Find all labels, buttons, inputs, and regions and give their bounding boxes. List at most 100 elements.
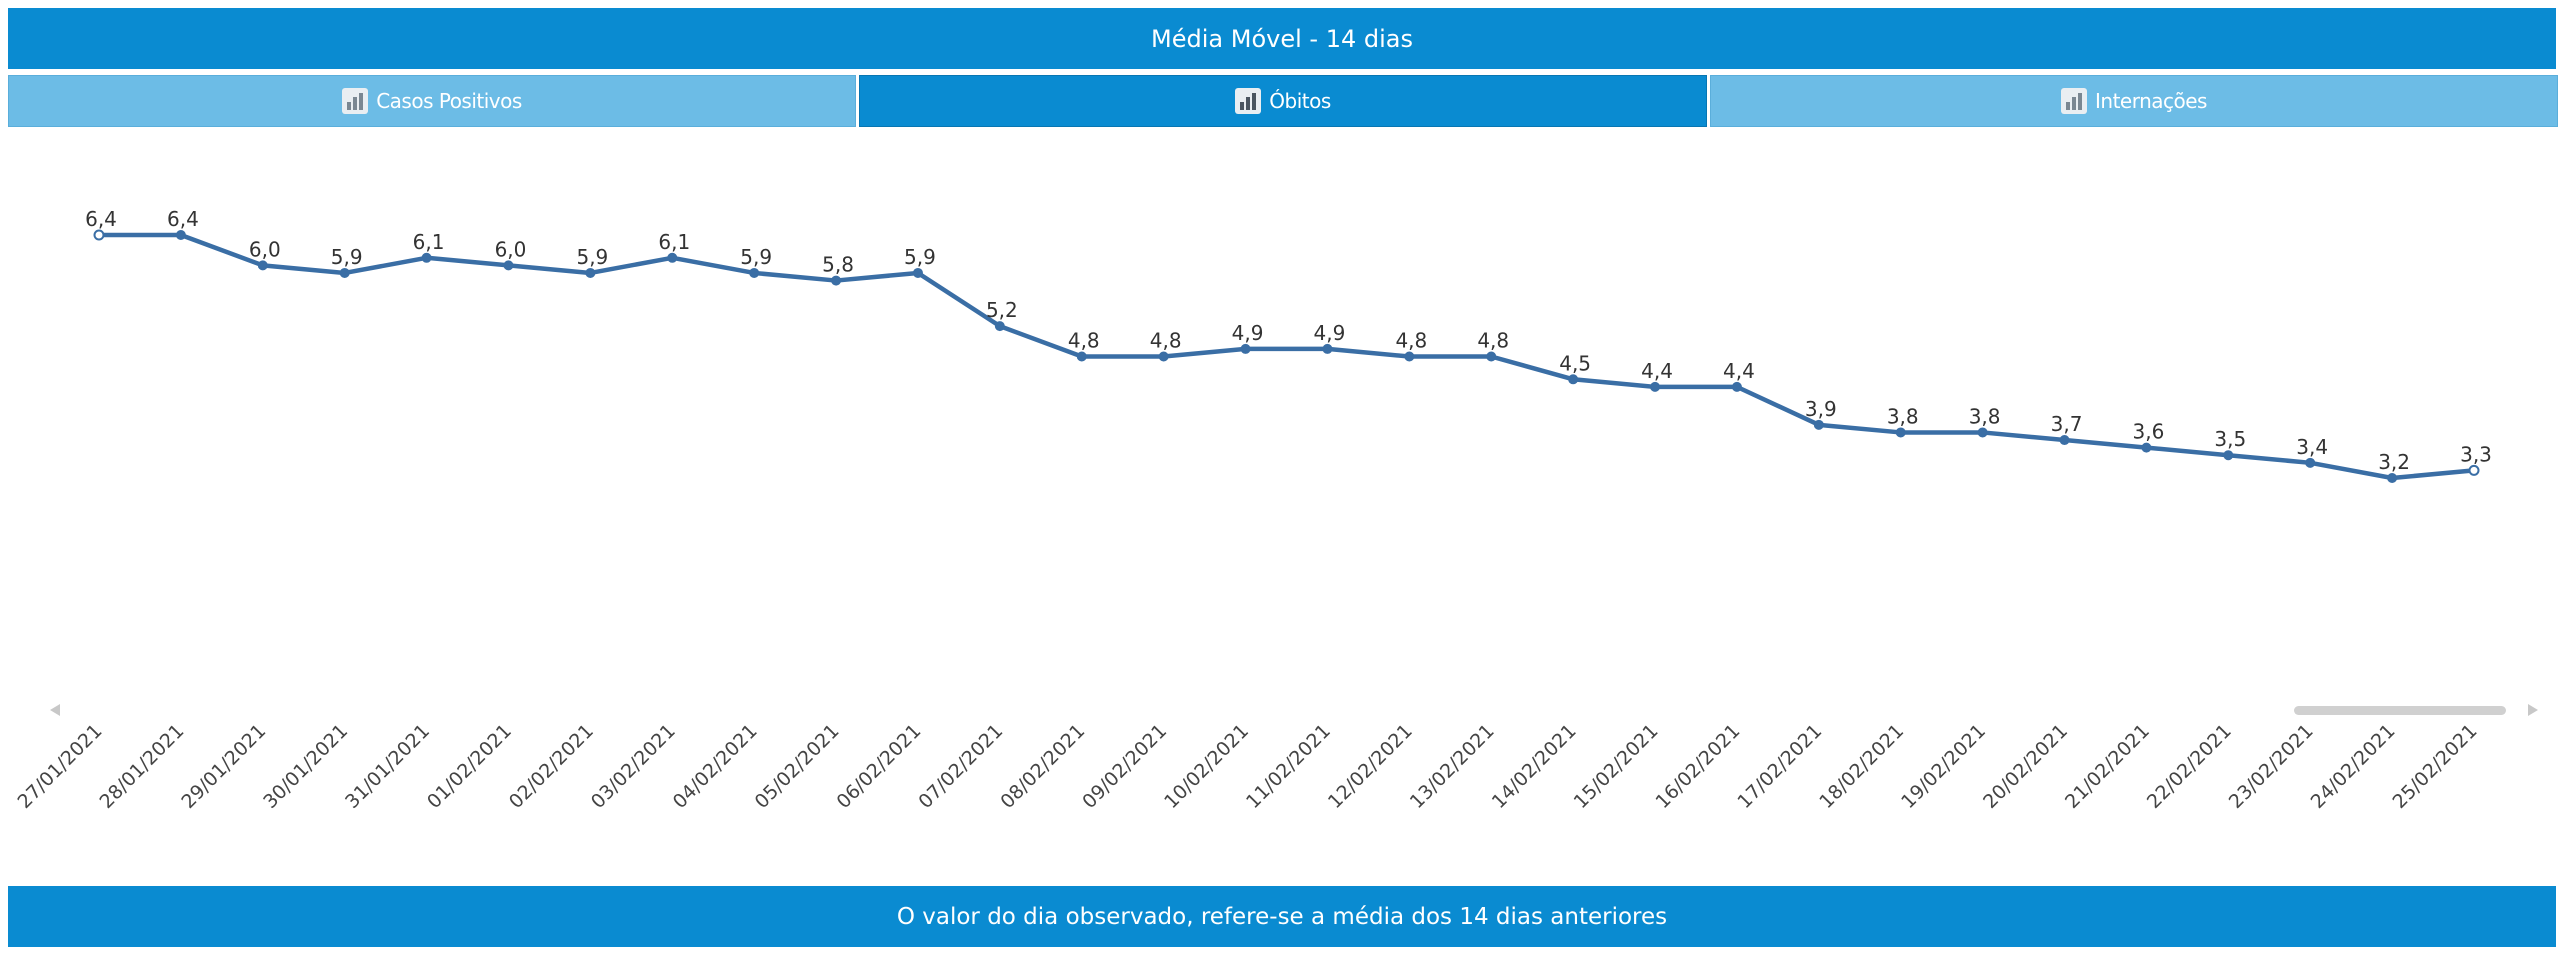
data-point[interactable] bbox=[2223, 450, 2234, 461]
data-point[interactable] bbox=[421, 252, 432, 263]
data-label: 3,7 bbox=[2051, 412, 2083, 436]
x-tick-label: 12/02/2021 bbox=[1324, 720, 1417, 813]
x-tick-label: 03/02/2021 bbox=[587, 720, 680, 813]
tab-casos-positivos[interactable]: Casos Positivos bbox=[8, 75, 856, 127]
x-tick-label: 06/02/2021 bbox=[833, 720, 926, 813]
horizontal-scrollbar-thumb[interactable] bbox=[2294, 706, 2506, 715]
data-point[interactable] bbox=[2468, 464, 2480, 476]
data-label: 5,9 bbox=[331, 245, 363, 269]
data-label: 4,8 bbox=[1150, 329, 1182, 353]
bar-chart-icon bbox=[1235, 88, 1262, 114]
bar-chart-icon bbox=[342, 88, 369, 114]
x-tick-label: 21/02/2021 bbox=[2061, 720, 2154, 813]
x-tick-label: 20/02/2021 bbox=[1979, 720, 2072, 813]
data-point[interactable] bbox=[503, 260, 514, 271]
data-label: 5,8 bbox=[822, 253, 854, 277]
tab-label: Internações bbox=[2095, 89, 2207, 113]
data-label: 3,4 bbox=[2296, 435, 2328, 459]
data-point[interactable] bbox=[994, 321, 1005, 332]
data-label: 6,1 bbox=[658, 230, 690, 254]
data-label: 3,6 bbox=[2133, 420, 2165, 444]
data-label: 6,4 bbox=[167, 207, 199, 231]
data-point[interactable] bbox=[1568, 374, 1579, 385]
x-tick-label: 02/02/2021 bbox=[505, 720, 598, 813]
data-point[interactable] bbox=[1977, 427, 1988, 438]
data-point[interactable] bbox=[1404, 351, 1415, 362]
data-label: 5,9 bbox=[740, 245, 772, 269]
data-label: 6,4 bbox=[85, 207, 117, 231]
data-point[interactable] bbox=[2141, 442, 2152, 453]
x-tick-label: 29/01/2021 bbox=[177, 720, 270, 813]
data-label: 6,1 bbox=[413, 230, 445, 254]
x-tick-label: 09/02/2021 bbox=[1078, 720, 1171, 813]
chart-title-bar: Média Móvel - 14 dias bbox=[8, 8, 2556, 69]
data-point[interactable] bbox=[2305, 457, 2316, 468]
data-point[interactable] bbox=[1076, 351, 1087, 362]
data-label: 3,5 bbox=[2214, 427, 2246, 451]
data-label: 6,0 bbox=[495, 237, 527, 261]
x-tick-label: 19/02/2021 bbox=[1897, 720, 1990, 813]
scroll-right-icon[interactable] bbox=[2528, 704, 2538, 716]
x-tick-label: 07/02/2021 bbox=[914, 720, 1007, 813]
data-label: 4,8 bbox=[1068, 329, 1100, 353]
x-tick-label: 14/02/2021 bbox=[1488, 720, 1581, 813]
x-tick-label: 11/02/2021 bbox=[1242, 720, 1335, 813]
data-label: 4,5 bbox=[1559, 351, 1591, 375]
data-label: 4,4 bbox=[1641, 359, 1673, 383]
x-tick-label: 18/02/2021 bbox=[1815, 720, 1908, 813]
data-label: 5,9 bbox=[576, 245, 608, 269]
data-point[interactable] bbox=[1158, 351, 1169, 362]
x-tick-label: 31/01/2021 bbox=[341, 720, 434, 813]
x-tick-label: 10/02/2021 bbox=[1160, 720, 1253, 813]
data-label: 4,9 bbox=[1314, 321, 1346, 345]
x-tick-label: 04/02/2021 bbox=[669, 720, 762, 813]
data-label: 4,4 bbox=[1723, 359, 1755, 383]
data-point[interactable] bbox=[1650, 381, 1661, 392]
line-chart: 6,4 6,4 6,0 5,9 6,1 6,0 5,9 6,1 5,9 5,8 5,9 5,2 4,8 4… bbox=[14, 207, 2538, 813]
data-point[interactable] bbox=[1813, 419, 1824, 430]
data-point[interactable] bbox=[2059, 435, 2070, 446]
x-tick-label: 30/01/2021 bbox=[259, 720, 352, 813]
data-label: 4,8 bbox=[1395, 329, 1427, 353]
data-point[interactable] bbox=[831, 275, 842, 286]
data-point[interactable] bbox=[585, 267, 596, 278]
data-point[interactable] bbox=[912, 267, 923, 278]
data-label: 4,8 bbox=[1477, 329, 1509, 353]
tab-label: Óbitos bbox=[1269, 89, 1331, 113]
scroll-left-icon[interactable] bbox=[50, 704, 60, 716]
data-point[interactable] bbox=[1895, 427, 1906, 438]
tab-label: Casos Positivos bbox=[376, 89, 522, 113]
footer-note: O valor do dia observado, refere-se a mé… bbox=[896, 903, 1668, 930]
data-point[interactable] bbox=[749, 267, 760, 278]
tab-bar: Casos Positivos Óbitos Internações bbox=[8, 75, 2558, 127]
x-tick-label: 05/02/2021 bbox=[751, 720, 844, 813]
x-tick-label: 01/02/2021 bbox=[423, 720, 516, 813]
x-tick-label: 16/02/2021 bbox=[1651, 720, 1744, 813]
data-point[interactable] bbox=[667, 252, 678, 263]
data-label: 5,2 bbox=[986, 298, 1018, 322]
tab-obitos[interactable]: Óbitos bbox=[859, 75, 1707, 127]
data-point[interactable] bbox=[1486, 351, 1497, 362]
data-point[interactable] bbox=[175, 230, 186, 240]
data-point[interactable] bbox=[2387, 473, 2398, 483]
x-tick-label: 24/02/2021 bbox=[2307, 720, 2400, 813]
data-label: 5,9 bbox=[904, 245, 936, 269]
data-label: 4,9 bbox=[1232, 321, 1264, 345]
data-label: 3,9 bbox=[1805, 397, 1837, 421]
data-point[interactable] bbox=[1240, 343, 1251, 354]
data-point[interactable] bbox=[1731, 381, 1742, 392]
tab-internacoes[interactable]: Internações bbox=[1710, 75, 2558, 127]
x-tick-label: 13/02/2021 bbox=[1406, 720, 1499, 813]
x-tick-label: 25/02/2021 bbox=[2389, 720, 2482, 813]
x-tick-label: 28/01/2021 bbox=[95, 720, 188, 813]
data-point[interactable] bbox=[257, 260, 268, 271]
x-tick-label: 22/02/2021 bbox=[2143, 720, 2236, 813]
x-tick-label: 17/02/2021 bbox=[1733, 720, 1826, 813]
data-point[interactable] bbox=[93, 229, 105, 241]
data-point[interactable] bbox=[1322, 343, 1333, 354]
line-chart-area: 6,4 6,4 6,0 5,9 6,1 6,0 5,9 6,1 5,9 5,8 5,9 5,2 4,8 4… bbox=[0, 130, 2560, 880]
series-line bbox=[99, 232, 2475, 481]
x-tick-label: 23/02/2021 bbox=[2225, 720, 2318, 813]
page-title: Média Móvel - 14 dias bbox=[1151, 24, 1413, 53]
data-point[interactable] bbox=[339, 267, 350, 278]
